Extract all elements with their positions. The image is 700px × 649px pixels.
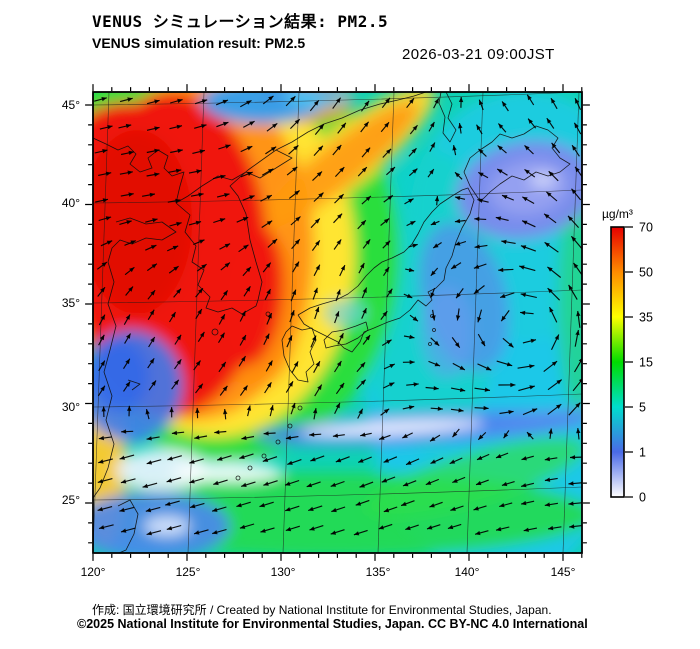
island-outline [428, 342, 432, 346]
pm25-blob [364, 437, 582, 519]
colorbar-tick-label: 0 [639, 491, 646, 505]
pm25-blob [222, 226, 284, 366]
license-line: ©2025 National Institute for Environment… [77, 617, 588, 631]
colorbar-unit-label: µg/m³ [602, 207, 633, 221]
lon-tick-label: 145° [551, 565, 576, 579]
meridian-line [466, 92, 484, 553]
island-outline [287, 423, 293, 429]
colorbar-tick-label: 5 [639, 401, 646, 415]
colorbar-tick-label: 15 [639, 356, 653, 370]
colorbar-tick-label: 1 [639, 445, 646, 459]
meridian-line [282, 92, 300, 553]
island-outline [275, 439, 281, 445]
pm25-blob [93, 340, 149, 412]
colorbar-tick-label: 70 [639, 221, 653, 235]
axis-labels: 45° 40° 35° 30° 25° 120° 125° 130° 135° 140° 145° [62, 98, 576, 579]
coastline [117, 499, 139, 553]
pm25-blob [171, 462, 283, 482]
colorbar-tick-label: 35 [639, 310, 653, 324]
lat-tick-label: 40° [62, 196, 80, 210]
coastlines-layer [93, 92, 571, 553]
colorbar-gradient-bar [610, 226, 625, 498]
island-outline [297, 405, 303, 411]
island-outline [265, 311, 271, 317]
lat-tick-label: 45° [62, 98, 80, 112]
wind-arrows-layer [94, 94, 582, 536]
colorbar: µg/m³ 70 50 35 15 5 1 0 [602, 207, 653, 505]
island-outline [432, 328, 436, 332]
lat-tick-label: 35° [62, 296, 80, 310]
lon-tick-label: 140° [455, 565, 480, 579]
pm25-blob [530, 174, 556, 186]
colorbar-tick-marks [625, 226, 633, 498]
pm25-blob [93, 130, 192, 314]
simulation-timestamp: 2026-03-21 09:00JST [402, 46, 555, 63]
pm25-blob [421, 286, 473, 378]
parallel-line [93, 189, 582, 204]
pm25-blob [487, 408, 582, 430]
lon-tick-label: 120° [81, 565, 106, 579]
coastline [281, 325, 317, 383]
lon-tick-label: 125° [176, 565, 201, 579]
parallel-line [93, 486, 582, 501]
lon-tick-label: 130° [271, 565, 296, 579]
axis-ticks [85, 84, 590, 561]
page-title-english: VENUS simulation result: PM2.5 [92, 35, 306, 51]
pm25-blob [558, 190, 582, 410]
credit-line: 作成: 国立環境研究所 / Created by National Instit… [92, 603, 552, 617]
island-outline [211, 328, 219, 336]
map-frame [92, 91, 583, 554]
pm25-blob [300, 419, 484, 437]
coastline [93, 137, 185, 204]
page-title-japanese: VENUS シミュレーション結果: PM2.5 [92, 12, 389, 31]
coastline [463, 125, 571, 201]
coastline [127, 379, 141, 391]
colorbar-tick-label: 50 [639, 266, 653, 280]
pm25-blob [116, 449, 208, 491]
parallel-line [93, 393, 582, 408]
island-outline [261, 453, 267, 459]
coastline [275, 92, 427, 151]
island-outline [247, 465, 253, 471]
coastline [297, 187, 475, 353]
lon-tick-label: 135° [366, 565, 391, 579]
coastline [93, 217, 177, 499]
pm25-blob [144, 516, 190, 536]
island-outline [235, 475, 241, 481]
meridian-line [187, 92, 205, 553]
wind-arrow-shafts [94, 94, 582, 536]
axis-tick-marks [85, 84, 590, 561]
lat-tick-label: 30° [62, 400, 80, 414]
pm25-blob [258, 102, 418, 230]
coastline [438, 92, 457, 143]
lat-tick-label: 25° [62, 493, 80, 507]
map-border [92, 91, 583, 554]
pm25-blob [489, 160, 569, 216]
